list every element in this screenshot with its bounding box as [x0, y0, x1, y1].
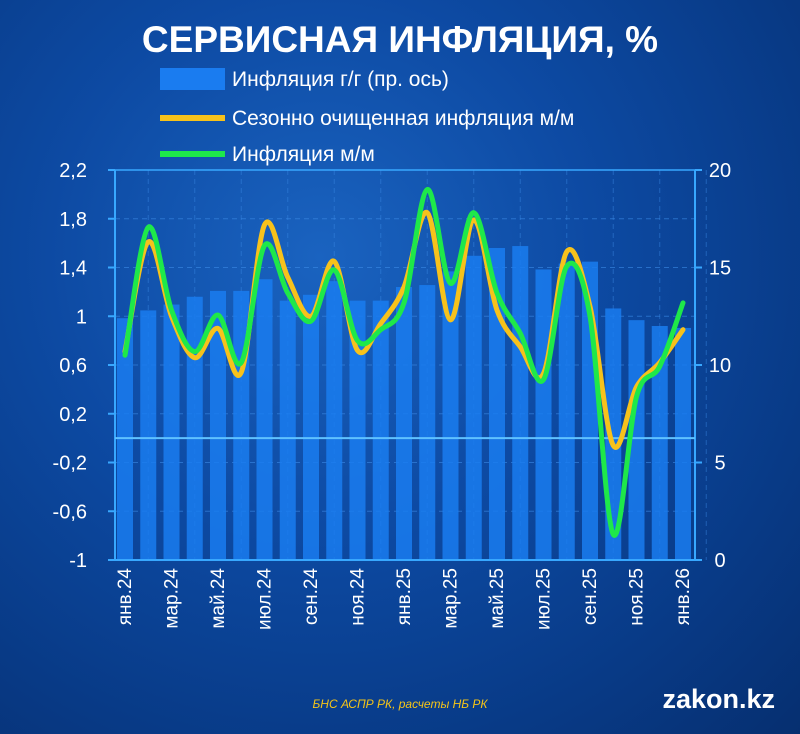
bar-дек.25 [651, 326, 668, 560]
left-tick-label: -0,6 [53, 501, 87, 523]
right-tick-label: 10 [709, 355, 731, 377]
bar-сен.24 [303, 294, 319, 560]
left-tick-label: 1 [76, 306, 87, 328]
left-tick-label: 0,2 [59, 404, 87, 426]
bar-мар.25 [442, 271, 459, 560]
bar-апр.24 [186, 296, 203, 560]
x-tick-label: ноя.24 [348, 568, 369, 626]
bar-янв.25 [396, 287, 412, 560]
bar-май.25 [489, 248, 505, 560]
x-tick-label: сен.25 [580, 568, 601, 625]
x-tick-label: май.24 [208, 568, 229, 629]
x-tick-label: май.25 [487, 568, 508, 629]
x-tick-label: янв.24 [115, 568, 136, 626]
left-tick-label: 2,2 [59, 160, 87, 182]
bar-дек.24 [372, 300, 389, 560]
bar-ноя.24 [349, 300, 366, 560]
x-tick-label: мар.24 [162, 568, 183, 629]
legend-swatch-bars [160, 68, 225, 90]
legend: Инфляция г/г (пр. ось) Сезонно очищенная… [160, 68, 574, 166]
bar-авг.25 [558, 263, 575, 560]
legend-label-seasonal: Сезонно очищенная инфляция м/м [232, 107, 574, 130]
bar-июл.24 [256, 279, 273, 560]
right-tick-label: 0 [714, 550, 725, 572]
line-inflation-mm [122, 186, 686, 538]
left-tick-label: 0,6 [59, 355, 87, 377]
left-tick-label: 1,4 [59, 258, 87, 280]
left-tick-label: -1 [69, 550, 87, 572]
x-tick-label: июл.25 [534, 568, 555, 630]
source-note: БНС АСПР РК, расчеты НБ РК [313, 697, 489, 711]
x-tick-label: ноя.25 [627, 568, 648, 626]
right-tick-label: 15 [709, 258, 731, 280]
bar-янв.26 [675, 327, 691, 560]
x-tick-label: янв.25 [394, 568, 415, 625]
bar-апр.25 [465, 255, 482, 561]
bar-фев.24 [140, 310, 157, 560]
x-tick-label: июл.24 [255, 568, 276, 630]
bar-фев.25 [419, 285, 436, 560]
right-tick-label: 20 [709, 160, 731, 182]
bar-июл.25 [535, 269, 552, 560]
bar-мар.24 [163, 304, 180, 560]
left-tick-label: 1,8 [59, 209, 87, 231]
legend-label-bars: Инфляция г/г (пр. ось) [232, 68, 449, 91]
x-tick-label: янв.26 [673, 568, 694, 625]
bar-авг.24 [279, 300, 296, 560]
right-tick-label: 5 [714, 453, 725, 475]
x-tick-label: мар.25 [441, 568, 462, 629]
legend-label-mm: Инфляция м/м [232, 143, 375, 166]
bar-июн.25 [512, 246, 529, 561]
bar-окт.24 [326, 281, 343, 560]
bar-май.24 [210, 290, 226, 560]
x-tick-label: сен.24 [301, 568, 322, 625]
zakon-logo: zakon.kz [662, 684, 775, 714]
left-tick-label: -0,2 [53, 453, 87, 475]
chart-title: СЕРВИСНАЯ ИНФЛЯЦИЯ, % [142, 19, 658, 60]
